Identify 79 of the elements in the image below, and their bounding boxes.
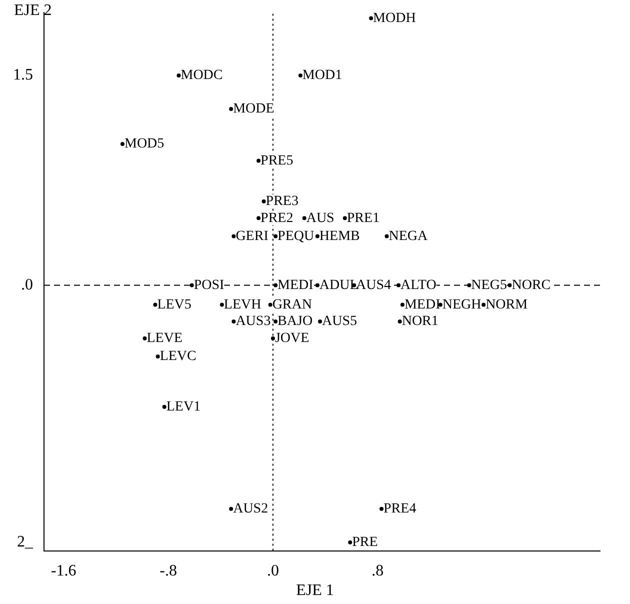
data-label: PRE bbox=[352, 535, 378, 550]
data-label: AUS3 bbox=[236, 314, 271, 330]
x-tick-label: -1.6 bbox=[50, 562, 76, 580]
data-label: PRE2 bbox=[260, 210, 294, 226]
point bbox=[256, 216, 261, 220]
y-tick-label: .0 bbox=[21, 276, 33, 294]
data-label: MODH bbox=[373, 10, 416, 26]
data-label: NORC bbox=[512, 278, 551, 293]
data-label: MODE bbox=[233, 102, 274, 117]
point bbox=[270, 336, 275, 340]
data-label: PEQU bbox=[278, 228, 314, 244]
data-label: NEGH bbox=[442, 297, 482, 312]
point bbox=[508, 283, 512, 288]
point bbox=[467, 283, 472, 288]
point bbox=[256, 158, 261, 163]
y-tick-label: 2_ bbox=[17, 534, 34, 551]
x-axis-title: EJE 1 bbox=[295, 582, 335, 600]
data-label: NOR1 bbox=[402, 314, 438, 330]
point bbox=[229, 107, 234, 112]
data-label: POSI bbox=[194, 278, 225, 293]
data-label: NEGA bbox=[388, 228, 429, 244]
data-label: MEDI bbox=[404, 297, 441, 312]
point bbox=[120, 142, 124, 146]
data-label: ALTO bbox=[400, 278, 436, 293]
data-label: LEVH bbox=[224, 297, 262, 312]
point bbox=[268, 302, 272, 307]
point bbox=[315, 283, 320, 288]
point bbox=[342, 216, 347, 220]
data-label: AUS2 bbox=[233, 502, 268, 517]
x-tick-label: .8 bbox=[372, 562, 384, 580]
data-label: PRE1 bbox=[346, 210, 380, 226]
data-label: ADUL bbox=[319, 278, 358, 293]
point bbox=[156, 354, 160, 358]
point bbox=[482, 302, 486, 307]
point bbox=[153, 302, 158, 307]
data-label: AUS bbox=[306, 210, 334, 226]
point bbox=[400, 302, 404, 307]
data-label: MEDI bbox=[278, 278, 314, 293]
data-label: AUS4 bbox=[356, 278, 392, 293]
data-label: NORM bbox=[486, 297, 528, 312]
point bbox=[190, 283, 194, 288]
x-tick-label: -.8 bbox=[160, 562, 177, 580]
data-label: LEVE bbox=[146, 330, 182, 346]
point bbox=[162, 404, 166, 409]
point bbox=[220, 302, 224, 307]
data-label: MODC bbox=[180, 68, 223, 84]
point bbox=[262, 199, 266, 204]
point bbox=[274, 283, 278, 288]
data-label: LEV5 bbox=[157, 297, 192, 312]
data-label: BAJO bbox=[278, 314, 313, 330]
y-axis-title: EJE 2 bbox=[14, 2, 52, 20]
data-label: LEVC bbox=[160, 349, 196, 364]
data-label: PRE5 bbox=[260, 153, 294, 168]
data-label: MOD5 bbox=[124, 136, 164, 152]
data-label: NEG5 bbox=[471, 278, 507, 293]
point bbox=[398, 320, 402, 324]
point bbox=[298, 74, 302, 78]
data-label: JOVE bbox=[274, 330, 310, 346]
point bbox=[348, 540, 352, 544]
point bbox=[380, 506, 384, 511]
point bbox=[232, 234, 236, 238]
x-tick-label: .0 bbox=[266, 562, 279, 580]
data-label: HEMB bbox=[319, 228, 360, 244]
data-label: PRE4 bbox=[384, 502, 416, 517]
y-tick-label: 1.5 bbox=[13, 66, 33, 84]
point bbox=[274, 234, 278, 238]
point bbox=[274, 320, 278, 324]
data-label: MOD1 bbox=[302, 68, 342, 84]
point bbox=[315, 234, 320, 238]
point bbox=[176, 74, 181, 78]
point bbox=[384, 234, 389, 238]
data-label: LEV1 bbox=[166, 399, 201, 414]
point bbox=[369, 16, 374, 20]
point bbox=[142, 336, 147, 340]
data-label: GERI bbox=[236, 228, 269, 244]
data-label: AUS5 bbox=[322, 314, 358, 330]
data-label: GRAN bbox=[272, 297, 312, 312]
point bbox=[302, 216, 306, 220]
data-label: PRE3 bbox=[266, 194, 298, 209]
